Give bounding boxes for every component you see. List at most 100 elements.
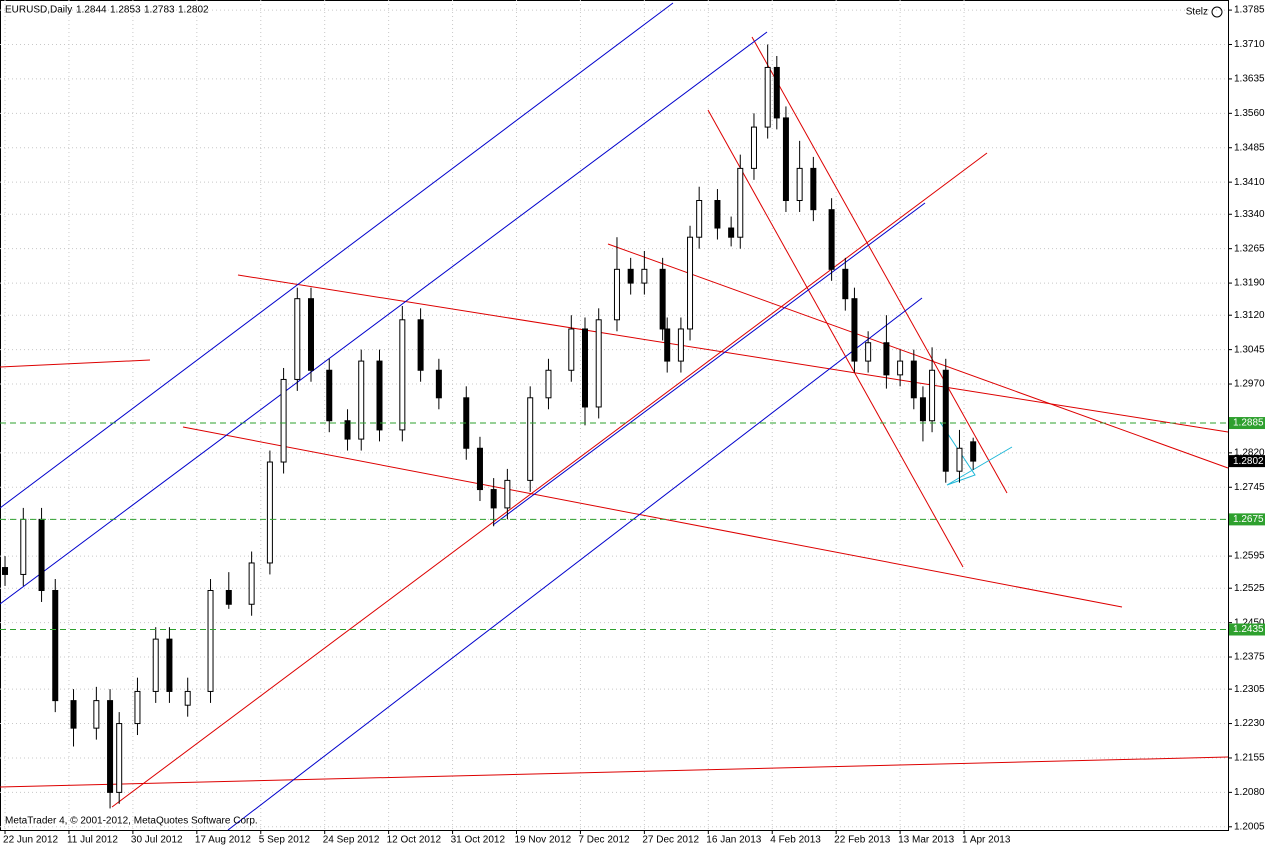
- y-tick-label: 1.2375: [1234, 652, 1265, 663]
- candle-body: [782, 117, 789, 202]
- y-tick-label: 1.2305: [1234, 684, 1265, 695]
- candle-body: [152, 638, 159, 692]
- y-tick-label: 1.2970: [1234, 379, 1265, 390]
- candle-body: [326, 369, 333, 422]
- level-tag-label: 1.2435: [1233, 624, 1264, 635]
- x-tick-label: 22 Jun 2012: [3, 835, 58, 846]
- candle-body: [399, 319, 406, 431]
- candle-body: [280, 378, 287, 463]
- trend-line: [0, 31, 768, 605]
- candle-body: [70, 700, 77, 729]
- level-tag-label: 1.2885: [1233, 418, 1264, 429]
- trend-line: [0, 2, 674, 509]
- trend-lines: [0, 2, 1229, 831]
- y-tick-label: 1.2820: [1234, 447, 1265, 458]
- candle-body: [248, 562, 255, 605]
- y-tick-label: 1.3190: [1234, 278, 1265, 289]
- y-tick-label: 1.3635: [1234, 74, 1265, 85]
- y-tick-label: 1.3785: [1234, 5, 1265, 16]
- candle-body: [728, 227, 735, 238]
- y-tick-label: 1.3340: [1234, 209, 1265, 220]
- trend-line: [182, 426, 1123, 608]
- y-tick-label: 1.2595: [1234, 551, 1265, 562]
- trend-line: [0, 756, 1229, 788]
- quote-low: 1.2783: [144, 5, 175, 16]
- candle-body: [764, 66, 771, 128]
- candle-body: [225, 589, 232, 605]
- candle-body: [677, 328, 684, 362]
- candle-body: [929, 369, 936, 422]
- candle-body: [294, 298, 301, 380]
- candle-body: [851, 298, 858, 362]
- quote-high: 1.2853: [110, 5, 141, 16]
- level-tag: [1229, 513, 1265, 526]
- candle-body: [358, 360, 365, 440]
- candle-body: [545, 369, 552, 399]
- trend-line: [237, 274, 1229, 433]
- footer: MetaTrader 4, © 2001-2012, MetaQuotes So…: [5, 816, 258, 827]
- expert-icon: [1211, 6, 1223, 18]
- x-tick-label: 24 Sep 2012: [323, 835, 380, 846]
- candle-body: [93, 700, 100, 729]
- x-tick-label: 19 Nov 2012: [514, 835, 571, 846]
- candle-body: [134, 690, 141, 725]
- candle-body: [883, 342, 890, 376]
- y-tick-label: 1.2080: [1234, 787, 1265, 798]
- y-tick-label: 1.3120: [1234, 310, 1265, 321]
- x-tick-label: 17 Aug 2012: [195, 835, 252, 846]
- x-tick-label: 30 Jul 2012: [131, 835, 183, 846]
- candle-body: [810, 167, 817, 211]
- y-tick-label: 1.3410: [1234, 177, 1265, 188]
- candle-body: [696, 200, 703, 238]
- price-tag-label: 1.2802: [1233, 456, 1264, 467]
- candle-body: [970, 441, 977, 462]
- candle-body: [52, 589, 59, 702]
- trend-line: [111, 152, 988, 808]
- y-tick-label: 1.3560: [1234, 108, 1265, 119]
- x-tick-label: 1 Apr 2013: [962, 835, 1011, 846]
- candles: [2, 44, 977, 809]
- x-tick-label: 12 Oct 2012: [387, 835, 442, 846]
- candle-body: [910, 360, 917, 399]
- candle-body: [737, 167, 744, 238]
- candle-body: [582, 328, 589, 408]
- y-tick-label: 1.2450: [1234, 617, 1265, 628]
- level-tag-label: 1.2675: [1233, 514, 1264, 525]
- candle-body: [2, 567, 9, 575]
- candle-body: [897, 360, 904, 376]
- trend-line: [751, 36, 1008, 494]
- candle-body: [207, 589, 214, 692]
- candle-body: [20, 518, 27, 575]
- candle-body: [942, 369, 949, 472]
- candle-body: [627, 268, 634, 284]
- x-tick-label: 5 Sep 2012: [259, 835, 311, 846]
- quote-close: 1.2802: [178, 5, 209, 16]
- trend-line: [0, 359, 151, 368]
- x-tick-label: 22 Feb 2013: [834, 835, 891, 846]
- level-tag: [1229, 623, 1265, 636]
- candle-body: [376, 360, 383, 431]
- candle-body: [116, 723, 123, 793]
- x-tick-label: 27 Dec 2012: [642, 835, 699, 846]
- x-tick-label: 11 Jul 2012: [67, 835, 118, 846]
- y-tick-label: 1.3265: [1234, 243, 1265, 254]
- candle-body: [659, 268, 666, 330]
- y-tick-label: 1.3485: [1234, 142, 1265, 153]
- candle-body: [865, 342, 872, 362]
- candle-body: [687, 236, 694, 330]
- candle-body: [107, 700, 114, 793]
- candle-body: [613, 268, 620, 321]
- candle-body: [490, 489, 497, 509]
- trend-line: [607, 243, 1229, 469]
- candle-body: [568, 328, 575, 371]
- plot-frame: [0, 0, 1229, 831]
- price-tag: [1229, 455, 1265, 468]
- candle-body: [773, 66, 780, 119]
- candle-body: [417, 319, 424, 371]
- expert-name: Stelz: [1186, 7, 1208, 18]
- candle-body: [750, 126, 757, 169]
- x-tick-label: 13 Mar 2013: [898, 835, 955, 846]
- candle-body: [476, 447, 483, 491]
- candle-body: [184, 690, 191, 706]
